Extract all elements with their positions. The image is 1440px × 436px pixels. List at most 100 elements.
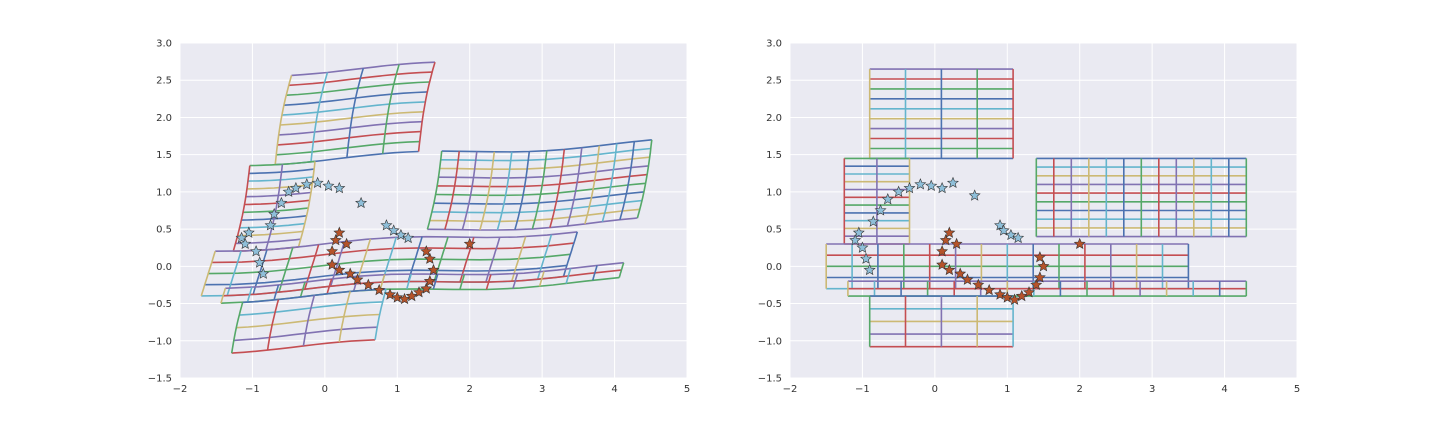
- mesh-column-line: [531, 150, 548, 230]
- data-point-star: [968, 189, 981, 201]
- x-tick-label: 0: [932, 384, 938, 395]
- data-point-star: [856, 241, 869, 253]
- data-point-star: [1001, 291, 1014, 303]
- mesh-column-line: [512, 273, 519, 289]
- data-point-star: [1030, 278, 1043, 291]
- mesh-column-line: [459, 274, 466, 290]
- data-point-star: [874, 204, 887, 216]
- mesh-column-line: [266, 299, 280, 351]
- mesh-column-line: [381, 64, 400, 154]
- data-point-star: [1033, 251, 1046, 263]
- data-point-star: [242, 226, 255, 238]
- y-tick-label: −1.5: [148, 374, 172, 385]
- y-tick-label: 1.5: [156, 150, 172, 161]
- y-tick-label: −1.0: [148, 336, 172, 347]
- data-point-star: [340, 237, 353, 250]
- data-point-star: [943, 263, 956, 276]
- y-tick-label: 1.5: [766, 150, 782, 161]
- mesh-column-line: [636, 139, 653, 219]
- mesh-row-line: [225, 261, 624, 290]
- data-point-star: [1023, 286, 1035, 298]
- mesh-column-line: [619, 141, 636, 220]
- mesh-column-line: [584, 145, 601, 225]
- mesh-column-line: [220, 288, 227, 304]
- mesh-row-line: [223, 269, 622, 297]
- mesh-column-line: [601, 143, 618, 222]
- mesh-column-line: [326, 278, 333, 295]
- data-point-star: [943, 226, 956, 238]
- x-tick-label: 3: [539, 384, 545, 395]
- data-point-star: [852, 226, 865, 238]
- mesh-column-line: [379, 274, 386, 290]
- mesh-column-line: [273, 284, 280, 301]
- data-point-star: [903, 181, 916, 194]
- y-tick-label: 2.5: [156, 76, 172, 87]
- x-tick-label: 0: [322, 384, 328, 395]
- data-point-star: [326, 258, 339, 270]
- data-point-star: [311, 176, 324, 189]
- mesh-grid: [825, 68, 1248, 348]
- data-point-star: [362, 278, 375, 291]
- data-point-star: [405, 289, 418, 302]
- data-point-star: [925, 179, 938, 192]
- plot-area: [180, 43, 687, 378]
- data-point-star: [333, 263, 346, 276]
- data-point-star: [413, 286, 425, 298]
- mesh-column-line: [299, 281, 306, 298]
- x-tick-label: 4: [1221, 384, 1227, 395]
- data-point-star: [322, 179, 335, 192]
- data-point-star: [398, 292, 411, 305]
- data-point-star: [423, 252, 436, 264]
- data-point-star: [333, 226, 346, 238]
- data-point-star: [997, 224, 1010, 236]
- data-point-star: [463, 237, 476, 250]
- mesh-column-line: [274, 75, 293, 165]
- series-1: [235, 176, 415, 279]
- data-point-star: [257, 267, 270, 279]
- mesh-column-line: [496, 151, 513, 231]
- chart-panel-2: −2 −1 0 1 2 3 4 5 −1.5 −1.0 −0.5 0.0 0.5 1.0 1.5 2.0 2.5…: [758, 39, 1300, 396]
- y-tick-label: 0.0: [156, 262, 172, 273]
- data-point-star: [1015, 289, 1028, 302]
- x-tick-label: −2: [173, 384, 188, 395]
- data-point-star: [333, 181, 346, 194]
- mesh-column-line: [246, 287, 253, 303]
- x-tick-label: −1: [855, 384, 870, 395]
- x-tick-label: −1: [245, 384, 260, 395]
- data-point-star: [972, 278, 985, 291]
- data-point-star: [351, 273, 364, 285]
- data-point-star: [253, 256, 266, 268]
- y-tick-label: 0.5: [156, 225, 172, 236]
- chart-panel-1: −2 −1 0 1 2 3 4 5 −1.5 −1.0 −0.5 0.0 0.5 1.0 1.5 2.0 2.5…: [148, 39, 690, 396]
- data-point-star: [268, 207, 281, 220]
- data-point-star: [391, 291, 404, 303]
- data-point-star: [961, 273, 974, 285]
- x-tick-label: 2: [1077, 384, 1083, 395]
- data-point-star: [427, 263, 440, 276]
- mesh-column-line: [200, 250, 216, 297]
- mesh-column-line: [485, 274, 492, 290]
- mesh-column-line: [444, 151, 460, 230]
- y-tick-label: 1.0: [156, 187, 172, 198]
- data-point-star: [275, 196, 288, 209]
- data-point-star: [1012, 231, 1025, 244]
- y-tick-label: −0.5: [758, 299, 782, 310]
- data-point-star: [950, 237, 963, 250]
- data-point-star: [289, 181, 302, 194]
- data-point-star: [1037, 260, 1050, 272]
- data-point-star: [326, 245, 339, 257]
- mesh-column-line: [297, 161, 316, 248]
- y-tick-label: 1.0: [766, 187, 782, 198]
- data-point-star: [355, 196, 368, 209]
- data-point-star: [329, 234, 342, 246]
- x-tick-label: 5: [684, 384, 690, 395]
- y-tick-label: −1.0: [758, 336, 782, 347]
- data-point-star: [250, 245, 263, 257]
- mesh-column-line: [479, 151, 496, 231]
- data-point-star: [936, 258, 949, 270]
- mesh-column-line: [538, 271, 545, 287]
- data-point-star: [402, 231, 415, 244]
- data-point-star: [420, 282, 433, 294]
- mesh-column-line: [265, 164, 284, 251]
